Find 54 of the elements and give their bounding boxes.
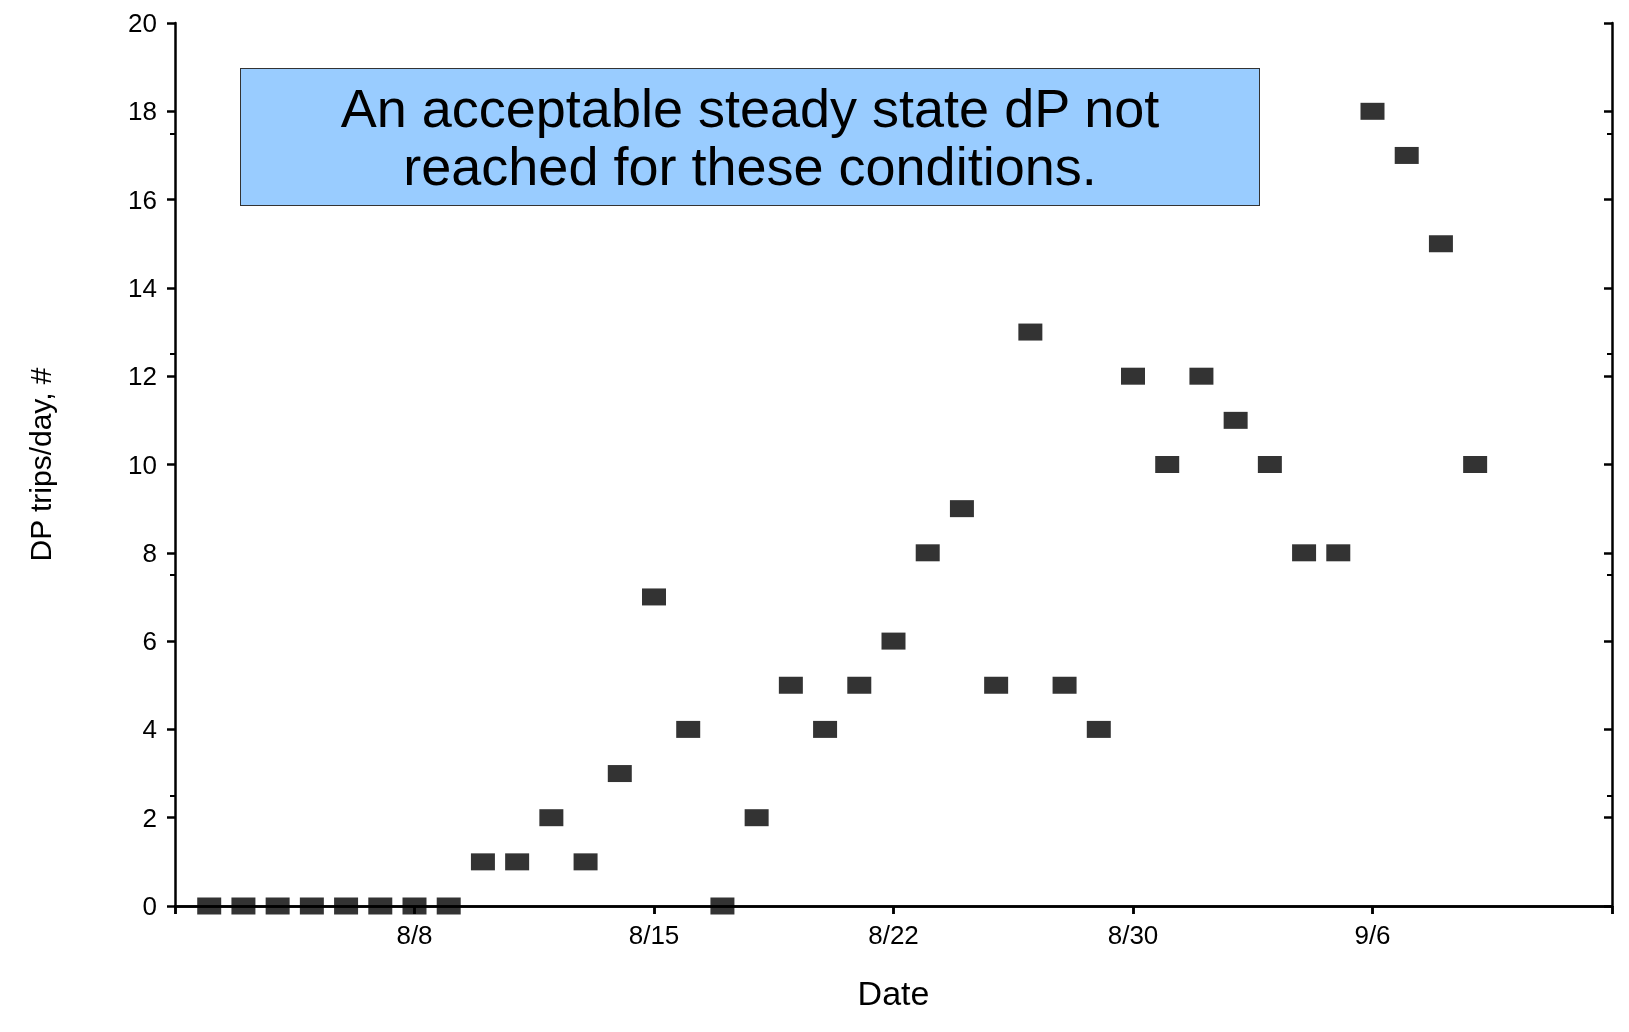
y-tick-label: 20 <box>128 8 157 38</box>
point <box>847 676 872 694</box>
point <box>881 632 906 650</box>
callout-box: An acceptable steady state dP not reached for these conditions. <box>240 68 1260 206</box>
point <box>1360 102 1385 120</box>
point <box>1394 146 1419 164</box>
point <box>984 676 1009 694</box>
point <box>915 544 940 562</box>
point <box>642 588 666 606</box>
x-tick-label: 8/15 <box>628 920 680 950</box>
point <box>197 897 222 915</box>
point <box>265 897 290 915</box>
point <box>1086 720 1111 738</box>
point <box>334 897 359 915</box>
point <box>949 500 974 518</box>
point <box>573 853 598 871</box>
y-tick-label: 0 <box>142 891 157 921</box>
x-tick-label: 8/22 <box>868 920 919 950</box>
point <box>470 853 495 871</box>
point <box>1018 323 1043 341</box>
y-tick-label: 8 <box>142 537 157 568</box>
y-axis-title: DP trips/day, # <box>23 367 57 562</box>
y-tick-label: 4 <box>142 714 157 745</box>
x-tick-label: 8/8 <box>396 920 433 950</box>
y-tick-label: 16 <box>128 184 157 215</box>
y-tick-label: 2 <box>142 802 157 833</box>
point <box>436 897 461 915</box>
point <box>1223 411 1248 429</box>
point <box>676 720 701 738</box>
y-tick-label: 18 <box>128 96 157 127</box>
point <box>231 897 256 915</box>
point <box>607 765 632 783</box>
point <box>710 897 735 915</box>
point <box>1121 367 1145 385</box>
x-tick-label: 9/6 <box>1354 920 1391 950</box>
point <box>1189 367 1214 385</box>
point <box>368 897 393 915</box>
point <box>1428 235 1453 253</box>
point <box>299 897 324 915</box>
x-axis-title: Date <box>857 974 930 1012</box>
point <box>1052 676 1077 694</box>
y-tick-label: 12 <box>128 361 157 392</box>
point <box>1326 544 1351 562</box>
y-tick-label: 6 <box>142 626 157 657</box>
point <box>813 720 838 738</box>
x-tick-label: 8/30 <box>1107 920 1159 950</box>
point <box>1292 544 1317 562</box>
y-tick-label: 10 <box>128 449 157 480</box>
point <box>505 853 530 871</box>
point <box>744 809 769 827</box>
point <box>402 897 427 915</box>
point <box>778 676 803 694</box>
y-tick-label: 14 <box>128 272 157 303</box>
point <box>539 809 564 827</box>
